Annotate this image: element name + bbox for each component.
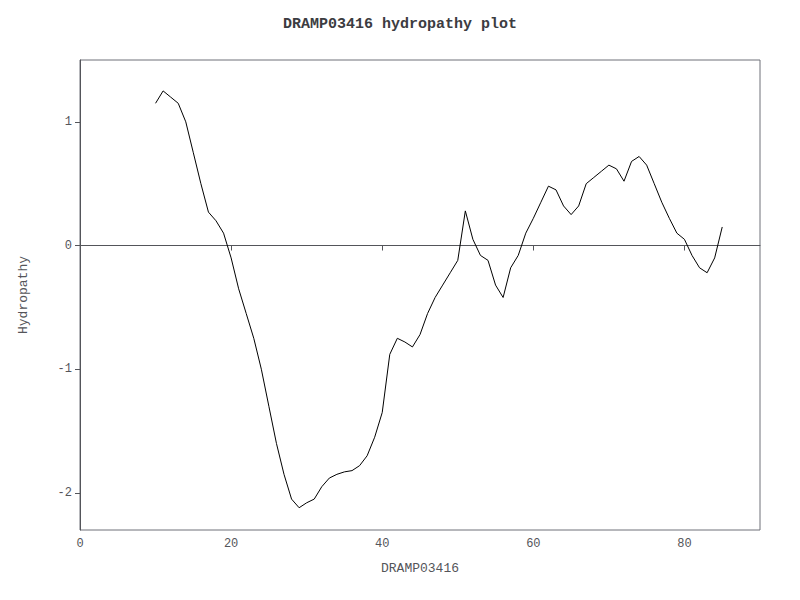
svg-text:60: 60 [526, 537, 540, 551]
svg-text:-2: -2 [58, 486, 72, 500]
svg-text:1: 1 [65, 115, 72, 129]
svg-text:DRAMP03416 hydropathy plot: DRAMP03416 hydropathy plot [283, 16, 517, 33]
svg-text:0: 0 [65, 239, 72, 253]
svg-text:80: 80 [677, 537, 691, 551]
svg-text:-1: -1 [58, 362, 72, 376]
svg-text:0: 0 [76, 537, 83, 551]
svg-text:DRAMP03416: DRAMP03416 [381, 561, 459, 576]
svg-text:20: 20 [224, 537, 238, 551]
svg-text:Hydropathy: Hydropathy [16, 256, 31, 334]
svg-text:40: 40 [375, 537, 389, 551]
